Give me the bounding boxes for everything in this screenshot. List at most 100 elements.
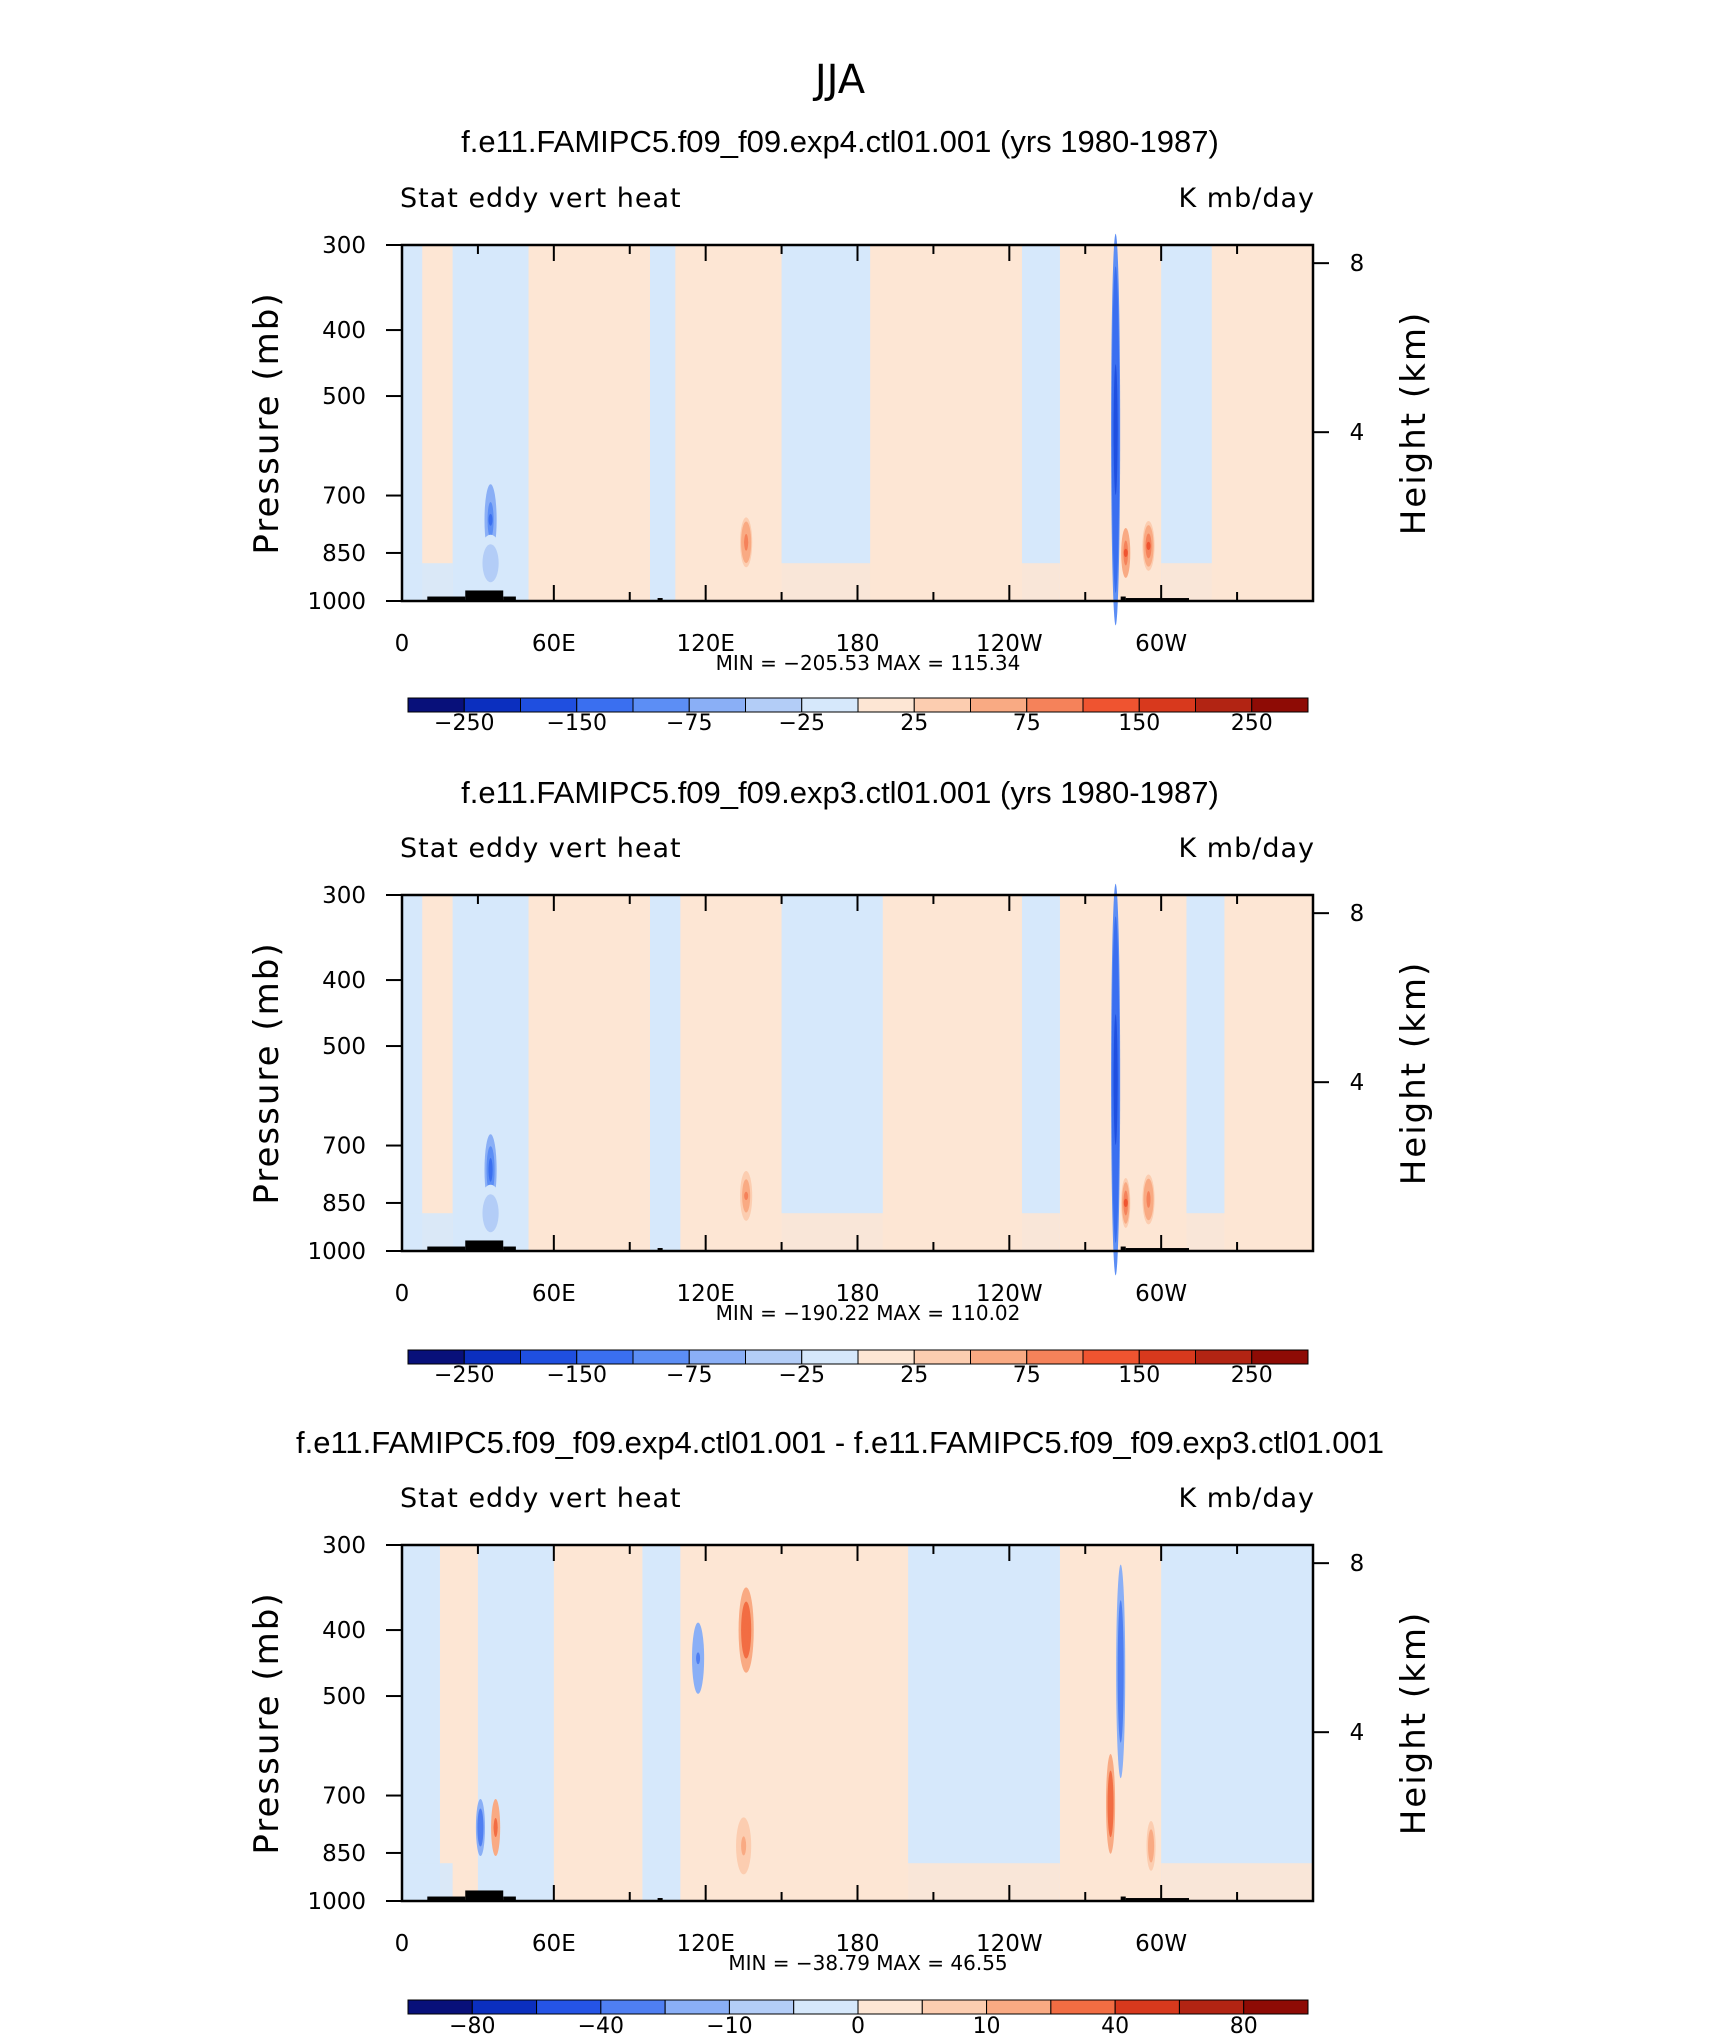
colorbar-box bbox=[921, 1999, 988, 2015]
y-tick-label: 1000 bbox=[307, 1889, 366, 1915]
field-feature bbox=[488, 1208, 493, 1218]
y-tick-label: 300 bbox=[322, 1533, 366, 1559]
x-tick-label: 60W bbox=[1135, 631, 1187, 657]
y2-axis-title: Height (km) bbox=[1394, 1611, 1434, 1836]
terrain bbox=[1125, 1248, 1190, 1251]
colorbar-label: −10 bbox=[706, 2014, 752, 2038]
colorbar-box bbox=[1243, 1999, 1309, 2015]
y2-axis-title: Height (km) bbox=[1394, 961, 1434, 1186]
field-cell bbox=[908, 1545, 985, 1901]
colorbar-box bbox=[1082, 697, 1140, 713]
field-cell bbox=[984, 1545, 1061, 1901]
colorbar-box bbox=[913, 697, 971, 713]
field-cell bbox=[1059, 245, 1112, 601]
x-tick-label: 180 bbox=[836, 631, 880, 657]
field-cell bbox=[705, 563, 1060, 601]
heatmap-field bbox=[402, 233, 1314, 626]
chart-panel-3: f.e11.FAMIPC5.f09_f09.exp4.ctl01.001 - f… bbox=[247, 1425, 1434, 2038]
field-feature bbox=[744, 538, 749, 547]
field-feature bbox=[744, 1622, 749, 1638]
field-feature bbox=[741, 1841, 746, 1851]
y-axis-title: Pressure (mb) bbox=[247, 1591, 287, 1854]
field-cell bbox=[1161, 245, 1213, 601]
x-tick-label: 0 bbox=[395, 1931, 410, 1957]
colorbar-label: 250 bbox=[1231, 1363, 1273, 1388]
colorbar-box bbox=[1251, 1349, 1309, 1365]
colorbar-label: 0 bbox=[851, 2014, 865, 2038]
terrain bbox=[465, 1240, 504, 1251]
field-feature bbox=[1113, 396, 1118, 463]
y-tick-label: 300 bbox=[322, 883, 366, 909]
field-feature bbox=[1108, 1795, 1113, 1813]
y2-tick-label: 8 bbox=[1350, 251, 1365, 277]
colorbar-box bbox=[632, 1349, 690, 1365]
x-tick-label: 120E bbox=[676, 631, 734, 657]
y2-tick-label: 4 bbox=[1350, 1070, 1365, 1096]
colorbar-label: 10 bbox=[973, 2014, 1001, 2038]
x-tick-label: 120W bbox=[976, 1931, 1043, 1957]
colorbar-label: −150 bbox=[547, 711, 607, 736]
colorbar-label: 40 bbox=[1101, 2014, 1129, 2038]
panel-title: f.e11.FAMIPC5.f09_f09.exp4.ctl01.001 - f… bbox=[296, 1425, 1384, 1460]
colorbar-box bbox=[970, 697, 1028, 713]
field-cell bbox=[1186, 895, 1225, 1251]
y-tick-label: 1000 bbox=[307, 589, 366, 615]
field-cell bbox=[680, 1545, 909, 1901]
colorbar-box bbox=[1114, 1999, 1180, 2015]
field-cell bbox=[553, 1545, 643, 1901]
colorbar-box bbox=[576, 697, 634, 713]
colorbar-box bbox=[463, 697, 521, 713]
y-tick-label: 700 bbox=[322, 484, 366, 510]
field-cell bbox=[528, 895, 651, 1251]
min-max-label: MIN = −38.79 MAX = 46.55 bbox=[728, 1951, 1007, 1975]
min-max-label: MIN = −190.22 MAX = 110.02 bbox=[716, 1301, 1021, 1325]
field-cell bbox=[870, 245, 1023, 601]
colorbar-label: 150 bbox=[1118, 1363, 1160, 1388]
y-tick-label: 500 bbox=[322, 1684, 366, 1710]
colorbar-box bbox=[1178, 1999, 1245, 2015]
colorbar-label: −75 bbox=[666, 1363, 712, 1388]
colorbar-box bbox=[1026, 697, 1084, 713]
colorbar-box bbox=[801, 1349, 859, 1365]
colorbar-box bbox=[1050, 1999, 1116, 2015]
field-cell bbox=[422, 895, 454, 1251]
x-tick-label: 60E bbox=[532, 1931, 576, 1957]
field-feature bbox=[1149, 1841, 1154, 1851]
y-tick-label: 500 bbox=[322, 384, 366, 410]
y2-tick-label: 4 bbox=[1350, 420, 1365, 446]
x-tick-label: 120W bbox=[976, 631, 1043, 657]
field-feature bbox=[1123, 548, 1128, 558]
terrain bbox=[1125, 1898, 1190, 1901]
colorbar-box bbox=[1251, 697, 1309, 713]
terrain bbox=[503, 1246, 516, 1251]
terrain bbox=[657, 1248, 663, 1251]
colorbar-label: 150 bbox=[1118, 711, 1160, 736]
field-feature bbox=[488, 558, 493, 568]
field-cell bbox=[705, 1863, 1060, 1901]
field-cell bbox=[1211, 245, 1314, 601]
x-tick-label: 60W bbox=[1135, 1281, 1187, 1307]
x-tick-label: 60E bbox=[532, 1281, 576, 1307]
colorbar-box bbox=[728, 1999, 795, 2015]
suptitle: JJA bbox=[812, 57, 866, 103]
terrain bbox=[465, 1890, 504, 1901]
colorbar-label: 80 bbox=[1230, 2014, 1258, 2038]
y-axis-title: Pressure (mb) bbox=[247, 941, 287, 1204]
terrain bbox=[427, 1246, 466, 1251]
field-cell bbox=[675, 245, 719, 601]
panel-title: f.e11.FAMIPC5.f09_f09.exp3.ctl01.001 (yr… bbox=[461, 775, 1219, 810]
colorbar-box bbox=[745, 1349, 803, 1365]
field-cell bbox=[402, 245, 423, 601]
colorbar-label: 25 bbox=[900, 711, 928, 736]
colorbar-label: −25 bbox=[779, 1363, 825, 1388]
terrain bbox=[1120, 596, 1126, 601]
colorbar: −250 −150 −75 −25 25 75 150 250 bbox=[407, 1349, 1309, 1388]
colorbar-box bbox=[407, 697, 465, 713]
colorbar-label: −40 bbox=[578, 2014, 624, 2038]
heatmap-field bbox=[402, 1545, 1314, 1901]
field-feature bbox=[488, 1163, 493, 1176]
colorbar-box bbox=[745, 697, 803, 713]
colorbar-box bbox=[664, 1999, 730, 2015]
colorbar-box bbox=[1026, 1349, 1084, 1365]
colorbar-label: −75 bbox=[666, 711, 712, 736]
